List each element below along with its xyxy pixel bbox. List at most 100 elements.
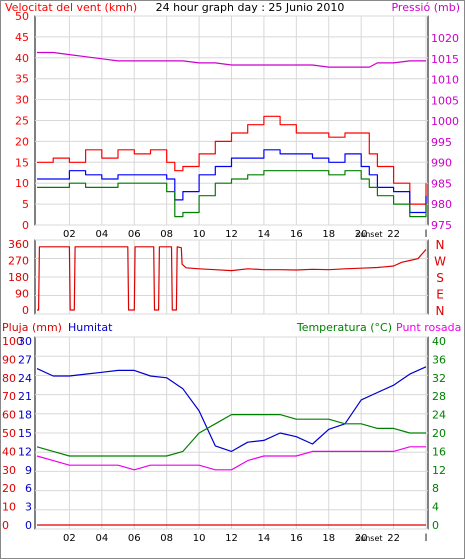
left-tick-label: 50 <box>15 10 29 23</box>
humidity-tick-label: 3 <box>25 501 32 514</box>
right-tick-label: 1015 <box>431 53 459 66</box>
x-tick-label: 06 <box>128 229 141 240</box>
temperature-axis-title: Temperatura (°C) <box>296 321 392 334</box>
x-tick-label: 04 <box>95 229 108 240</box>
humidity-axis-title: Humitat <box>68 321 113 334</box>
rain-tick-label: 100 <box>2 335 23 348</box>
temperature-tick-label: 40 <box>432 335 446 348</box>
humidity-tick-label: 6 <box>25 482 32 495</box>
right-tick-label: 980 <box>431 198 452 211</box>
humidity-tick-label: 24 <box>18 372 32 385</box>
rain-tick-label: 20 <box>2 482 16 495</box>
x-tick-label: 12 <box>225 229 238 240</box>
right-tick-label: 995 <box>431 136 452 149</box>
left-tick-label: 10 <box>15 177 29 190</box>
left-axis-title: Velocitat del vent (kmh) <box>5 1 137 14</box>
right-axis-title: Pressió (mb) <box>391 1 460 14</box>
series-direction <box>37 246 427 311</box>
rain-tick-label: 80 <box>2 372 16 385</box>
series-dewpoint <box>36 446 426 471</box>
right-tick-label: 1005 <box>431 94 459 107</box>
humidity-tick-label: 21 <box>18 390 32 403</box>
x-tick-label: l <box>425 533 428 544</box>
series-temperature <box>36 414 426 457</box>
sunset-label: sunset <box>356 230 383 239</box>
x-tick-label: 08 <box>160 533 173 544</box>
left-tick-label: 30 <box>15 94 29 107</box>
x-tick-label: 14 <box>258 533 271 544</box>
humidity-tick-label: 30 <box>18 335 32 348</box>
x-tick-label: 14 <box>258 229 271 240</box>
x-tick-label: 22 <box>387 533 400 544</box>
x-tick-label: 16 <box>290 533 303 544</box>
direction-tick-label: 90 <box>15 288 29 301</box>
x-tick-label: 16 <box>290 229 303 240</box>
x-tick-label: l <box>425 229 428 240</box>
right-tick-label: 975 <box>431 219 452 232</box>
direction-tick-label: 360 <box>8 238 29 251</box>
left-tick-label: 20 <box>15 135 29 148</box>
temperature-tick-label: 32 <box>432 372 446 385</box>
series-humidity <box>36 366 427 452</box>
rain-tick-label: 50 <box>2 427 16 440</box>
right-tick-label: 985 <box>431 177 452 190</box>
temperature-tick-label: 28 <box>432 390 446 403</box>
series-avg <box>37 149 427 214</box>
temperature-tick-label: 4 <box>432 501 439 514</box>
rain-axis-title: Pluja (mm) <box>2 321 62 334</box>
left-tick-label: 40 <box>15 52 29 65</box>
chart-title: 24 hour graph day : 25 Junio 2010 <box>156 1 345 14</box>
left-tick-label: 0 <box>22 219 29 232</box>
humidity-tick-label: 15 <box>18 427 32 440</box>
x-tick-label: 10 <box>193 229 206 240</box>
temperature-tick-label: 16 <box>432 445 446 458</box>
right-tick-label: 1010 <box>431 74 459 87</box>
rain-tick-label: 30 <box>2 464 16 477</box>
x-tick-label: 18 <box>322 533 335 544</box>
x-tick-label: 18 <box>322 229 335 240</box>
humidity-tick-label: 0 <box>25 519 32 532</box>
series-press <box>37 51 426 68</box>
temperature-tick-label: 0 <box>432 519 439 532</box>
rain-tick-label: 40 <box>2 445 16 458</box>
temperature-tick-label: 8 <box>432 482 439 495</box>
left-tick-label: 35 <box>15 73 29 86</box>
right-tick-label: 990 <box>431 157 452 170</box>
left-tick-label: 15 <box>15 156 29 169</box>
temperature-tick-label: 24 <box>432 409 446 422</box>
temperature-tick-label: 12 <box>432 464 446 477</box>
x-tick-label: 08 <box>160 229 173 240</box>
x-tick-label: 02 <box>63 533 76 544</box>
x-tick-label: 06 <box>128 533 141 544</box>
rain-tick-label: 90 <box>2 353 16 366</box>
compass-letter: E <box>436 288 444 302</box>
rain-tick-label: 0 <box>2 519 9 532</box>
left-tick-label: 5 <box>22 198 29 211</box>
right-tick-label: 1020 <box>431 32 459 45</box>
rain-tick-label: 10 <box>2 501 16 514</box>
humidity-tick-label: 27 <box>18 353 32 366</box>
x-tick-label: 20 <box>355 533 368 544</box>
temperature-tick-label: 36 <box>432 353 446 366</box>
compass-letter: N <box>436 304 445 318</box>
dewpoint-axis-title: Punt rosada <box>396 321 461 334</box>
x-tick-label: 22 <box>387 229 400 240</box>
temperature-tick-label: 20 <box>432 427 446 440</box>
left-tick-label: 25 <box>15 115 29 128</box>
humidity-tick-label: 18 <box>18 409 32 422</box>
direction-tick-label: 180 <box>8 271 29 284</box>
direction-tick-label: 270 <box>8 255 29 268</box>
rain-tick-label: 60 <box>2 409 16 422</box>
x-tick-label: 02 <box>63 229 76 240</box>
series-min <box>37 170 427 218</box>
sunset-label: sunset <box>356 534 383 543</box>
humidity-tick-label: 12 <box>18 445 32 458</box>
compass-letter: N <box>436 238 445 252</box>
compass-letter: W <box>434 255 446 269</box>
x-tick-label: 20 <box>355 229 368 240</box>
x-tick-label: 12 <box>225 533 238 544</box>
humidity-tick-label: 9 <box>25 464 32 477</box>
x-tick-label: 04 <box>95 533 108 544</box>
x-tick-label: 10 <box>193 533 206 544</box>
